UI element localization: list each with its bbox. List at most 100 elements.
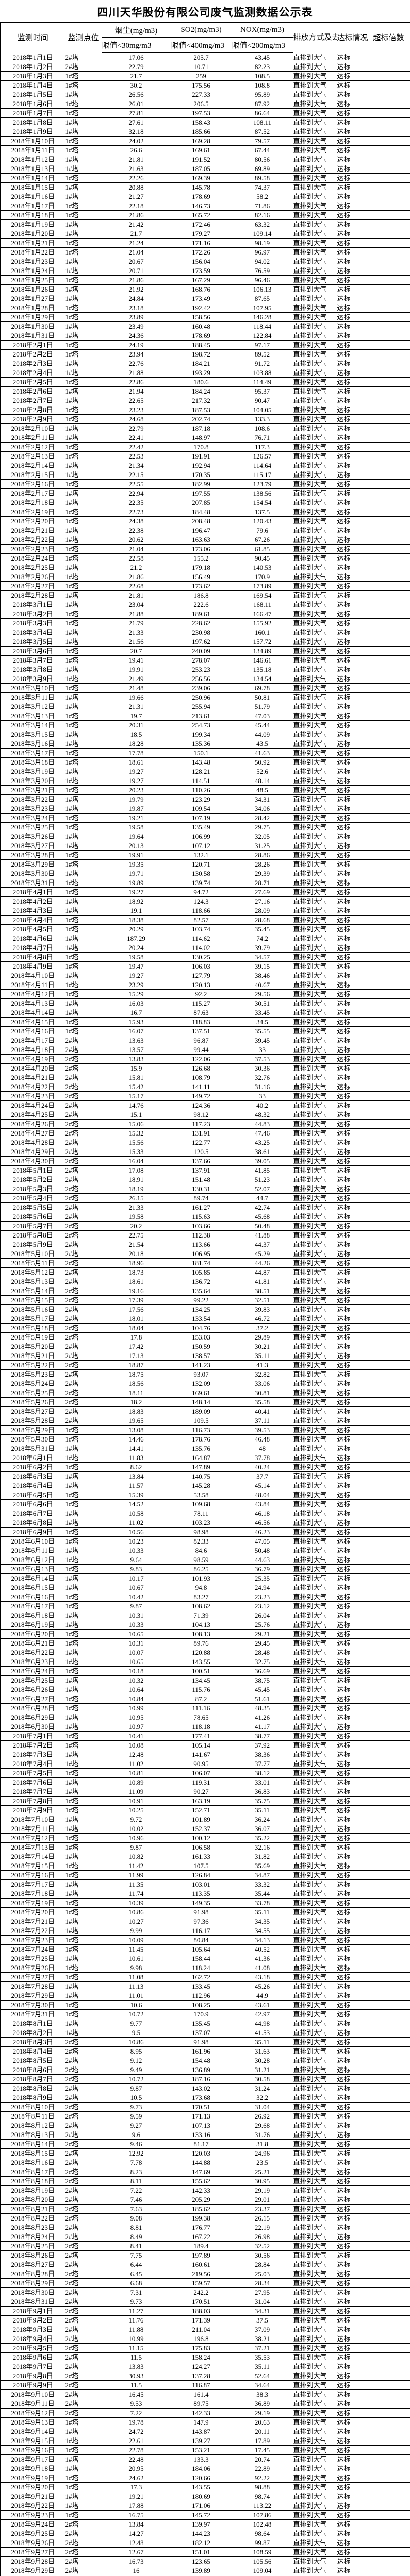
cell-exceed	[372, 2566, 410, 2575]
cell-exceed	[372, 1870, 410, 1880]
cell-status: 达标	[336, 841, 373, 851]
cell-status: 达标	[336, 2334, 373, 2344]
cell-emission: 直排到大气	[292, 2417, 337, 2427]
cell-point: 2#塔	[64, 2213, 102, 2223]
cell-so2: 123.65	[170, 2556, 232, 2566]
cell-emission: 直排到大气	[292, 618, 337, 628]
cell-point: 1#塔	[64, 1870, 102, 1880]
cell-emission: 直排到大气	[292, 1026, 337, 1036]
cell-status: 达标	[336, 164, 373, 174]
cell-emission: 直排到大气	[292, 2473, 337, 2483]
cell-so2: 97.36	[170, 1917, 232, 1926]
cell-so2: 116.87	[170, 2380, 232, 2390]
cell-dust: 20.2	[101, 1221, 171, 1231]
cell-emission: 直排到大气	[292, 563, 337, 572]
cell-exceed	[372, 2204, 410, 2214]
cell-date: 2018年5月19日	[0, 1332, 65, 1342]
cell-point: 1#塔	[64, 924, 102, 934]
table-row: 2018年5月2日 2#塔 18.91 151.48 51.23 直排到大气 达标	[0, 1175, 410, 1184]
cell-date: 2018年1月24日	[0, 266, 65, 276]
cell-so2: 104.76	[170, 1323, 232, 1333]
cell-emission: 直排到大气	[292, 1935, 337, 1945]
cell-date: 2018年3月16日	[0, 739, 65, 749]
cell-date: 2018年3月2日	[0, 609, 65, 619]
cell-dust: 10.67	[101, 1583, 171, 1592]
table-row: 2018年9月6日 2#塔 11.5 158.24 35.53 直排到大气 达标	[0, 2352, 410, 2362]
cell-nox: 37.11	[231, 1416, 293, 1426]
cell-so2: 189.61	[170, 609, 232, 619]
cell-emission: 直排到大气	[292, 2436, 337, 2446]
cell-so2: 98.12	[170, 1110, 232, 1120]
cell-dust: 9.27	[101, 2121, 171, 2130]
cell-exceed	[372, 1666, 410, 1676]
cell-nox: 37.92	[231, 1740, 293, 1750]
cell-point: 1#塔	[64, 451, 102, 461]
cell-dust: 13.83	[101, 1054, 171, 1064]
cell-so2: 191.52	[170, 155, 232, 164]
cell-emission: 直排到大气	[292, 2232, 337, 2242]
cell-point: 1#塔	[64, 813, 102, 823]
cell-status: 达标	[336, 2389, 373, 2399]
cell-nox: 67.26	[231, 535, 293, 545]
cell-emission: 直排到大气	[292, 1703, 337, 1713]
cell-status: 达标	[336, 1147, 373, 1157]
cell-exceed	[372, 590, 410, 600]
cell-emission: 直排到大气	[292, 414, 337, 424]
cell-date: 2018年7月11日	[0, 1824, 65, 1834]
cell-exceed	[372, 266, 410, 276]
cell-dust: 11.35	[101, 1879, 171, 1889]
cell-so2: 87.63	[170, 1008, 232, 1018]
cell-point: 2#塔	[64, 1379, 102, 1388]
cell-exceed	[372, 423, 410, 433]
cell-so2: 114.02	[170, 943, 232, 953]
cell-emission: 直排到大气	[292, 655, 337, 665]
cell-so2: 161.27	[170, 1202, 232, 1212]
cell-date: 2018年2月18日	[0, 498, 65, 507]
cell-emission: 直排到大气	[292, 275, 337, 285]
cell-status: 达标	[336, 1323, 373, 1333]
cell-nox: 28.86	[231, 850, 293, 860]
cell-so2: 120.13	[170, 980, 232, 990]
cell-emission: 直排到大气	[292, 108, 337, 118]
cell-exceed	[372, 182, 410, 192]
cell-emission: 直排到大气	[292, 544, 337, 554]
cell-point: 2#塔	[64, 2148, 102, 2158]
cell-dust: 21.86	[101, 210, 171, 220]
cell-emission: 直排到大气	[292, 442, 337, 452]
table-row: 2018年1月24日 1#塔 20.71 173.59 76.59 直排到大气 达标	[0, 266, 410, 276]
cell-dust: 22.48	[101, 2454, 171, 2464]
cell-dust: 18.96	[101, 1258, 171, 1268]
cell-status: 达标	[336, 1444, 373, 1453]
cell-status: 达标	[336, 934, 373, 943]
cell-emission: 直排到大气	[292, 2399, 337, 2409]
cell-status: 达标	[336, 2195, 373, 2205]
cell-emission: 直排到大气	[292, 52, 337, 62]
cell-status: 达标	[336, 155, 373, 164]
cell-date: 2018年3月29日	[0, 859, 65, 869]
cell-date: 2018年7月7日	[0, 1787, 65, 1797]
cell-point: 1#塔	[64, 711, 102, 721]
cell-exceed	[372, 1750, 410, 1759]
cell-status: 达标	[336, 989, 373, 999]
cell-emission: 直排到大气	[292, 1323, 337, 1333]
cell-so2: 130.58	[170, 869, 232, 878]
cell-exceed	[372, 2269, 410, 2279]
cell-exceed	[372, 349, 410, 359]
cell-point: 1#塔	[64, 1583, 102, 1592]
cell-dust: 10.64	[101, 1685, 171, 1694]
table-row: 2018年6月10日 1#塔 10.23 82.33 47.05 直排到大气 达标	[0, 1536, 410, 1546]
cell-date: 2018年5月4日	[0, 1193, 65, 1203]
cell-point: 1#塔	[64, 553, 102, 563]
cell-dust: 22.26	[101, 173, 171, 183]
cell-so2: 146.73	[170, 201, 232, 211]
cell-dust: 11.88	[101, 2325, 171, 2334]
cell-date: 2018年8月7日	[0, 2074, 65, 2084]
cell-dust: 21.54	[101, 1240, 171, 1249]
table-row: 2018年3月1日 1#塔 23.04 222.6 168.11 直排到大气 达标	[0, 600, 410, 609]
cell-status: 达标	[336, 961, 373, 971]
table-row: 2018年4月5日 1#塔 20.29 103.74 35.45 直排到大气 达标	[0, 924, 410, 934]
cell-so2: 171.16	[170, 238, 232, 248]
cell-date: 2018年9月28日	[0, 2556, 65, 2566]
cell-dust: 9.64	[101, 1555, 171, 1565]
cell-point: 1#塔	[64, 2000, 102, 2010]
